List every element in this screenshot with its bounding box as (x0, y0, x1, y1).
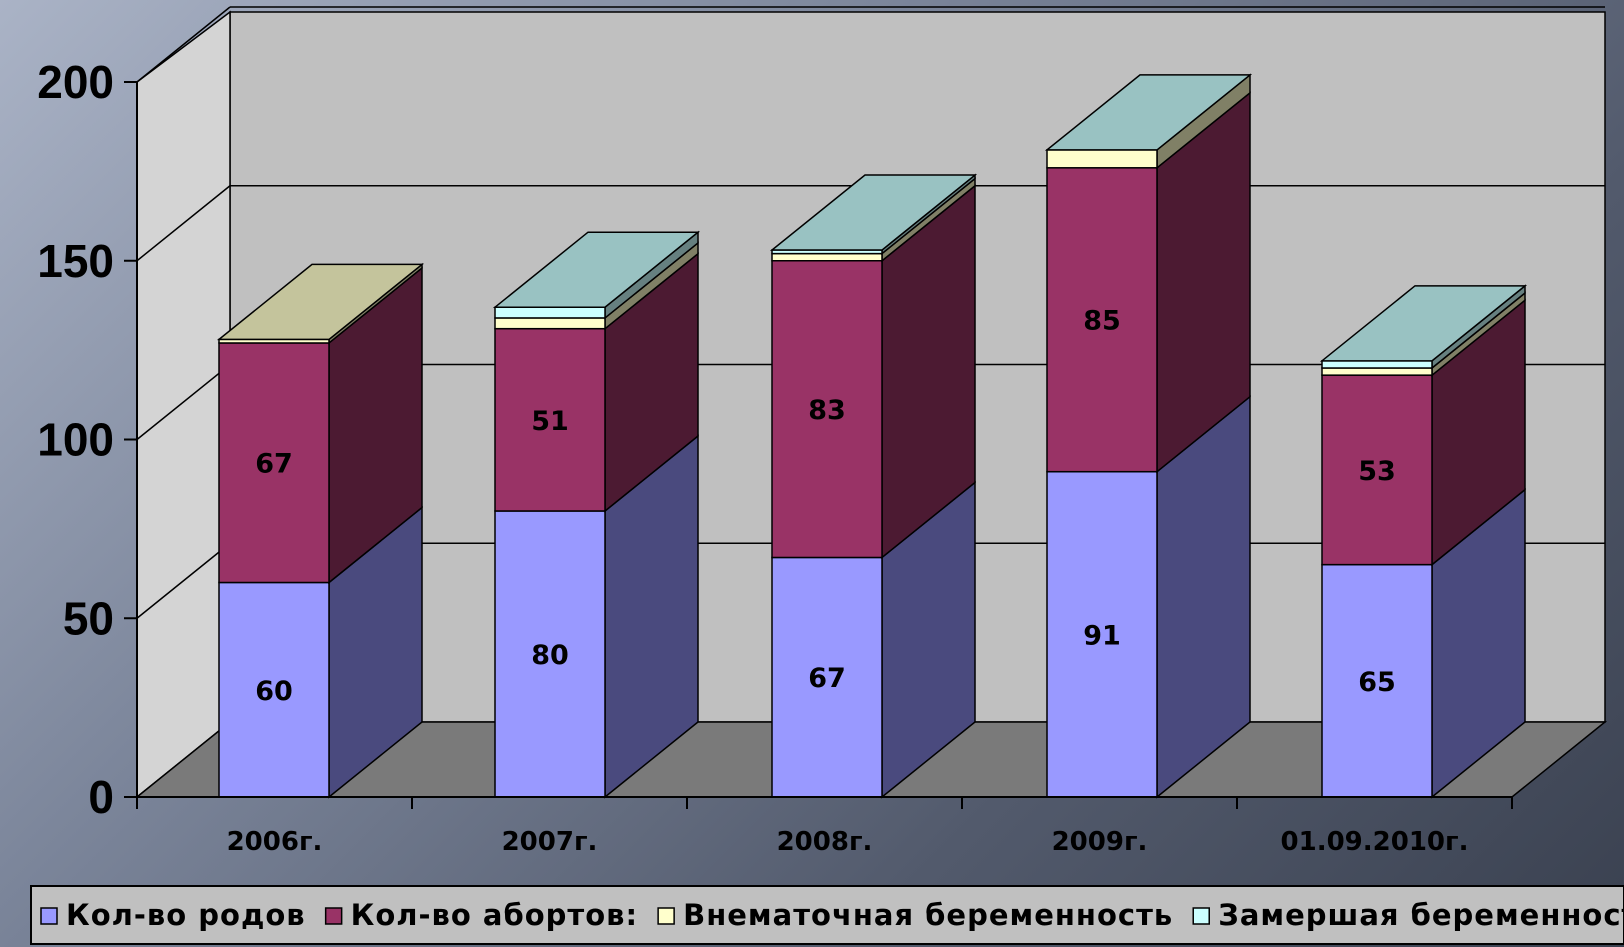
x-tick-label: 01.09.2010г. (1281, 827, 1469, 857)
x-tick-label: 2007г. (502, 827, 598, 857)
y-tick-label: 200 (37, 56, 114, 108)
y-tick-label: 50 (63, 592, 114, 644)
legend-swatch (40, 907, 58, 925)
bars: 60 67 80 51 67 83 91 85 65 53 (216, 73, 1528, 799)
bar-segment (1321, 360, 1433, 369)
data-label: 60 (255, 676, 293, 707)
y-tick-label: 150 (37, 235, 114, 287)
legend-swatch (324, 907, 343, 925)
data-label: 83 (808, 395, 846, 426)
legend-entry: Кол-во абортов: (351, 898, 638, 932)
gridline-side (136, 363, 231, 441)
bar-top-face (216, 263, 425, 341)
bar-segment (494, 510, 606, 798)
x-tick-label: 2006г. (227, 827, 323, 857)
data-label: 67 (808, 663, 846, 694)
data-label: 80 (531, 640, 569, 671)
bar-segment (494, 327, 606, 512)
bar-stack: 65 53 (1319, 284, 1528, 799)
gridline-side (136, 185, 231, 262)
x-tick-label: 2009г. (1052, 827, 1148, 857)
legend-swatch (657, 907, 675, 925)
legend: Кол-во родов Кол-во абортов: Внематочная б… (30, 885, 1624, 945)
legend-entry: Замершая беременность (1218, 898, 1624, 932)
x-tick-label: 2008г. (777, 827, 873, 857)
bar-segment (1321, 374, 1433, 566)
bar-stack: 80 51 (492, 230, 701, 799)
bar-segment (1321, 367, 1433, 376)
bar-segment (771, 252, 883, 262)
bar-top-face (1319, 285, 1528, 362)
category-axis: 2006г. 2007г. 2008г. 2009г. 01.09.2010г. (136, 796, 1513, 857)
bar-segment (1321, 563, 1433, 798)
bar-segment (1046, 470, 1158, 798)
bar-top-face (769, 174, 978, 251)
y-tick-label: 0 (88, 771, 114, 823)
gridline-side (136, 542, 231, 619)
bar-segment (1046, 167, 1158, 473)
data-label: 65 (1358, 667, 1396, 698)
value-axis: 0 50 100 150 200 (37, 56, 138, 823)
bar-segment (218, 342, 330, 584)
gridline-side (136, 6, 231, 83)
data-label: 91 (1083, 620, 1121, 651)
bar-segment (494, 317, 606, 330)
bar-stack: 60 67 (216, 262, 425, 799)
y-tick-label: 100 (37, 414, 114, 466)
legend-entry: Кол-во родов (66, 898, 306, 932)
bar-top-face (1044, 74, 1253, 151)
bar-segment (1046, 149, 1158, 169)
side-wall (136, 10, 231, 799)
legend-entry: Внематочная беременность (683, 898, 1173, 932)
legend-box (30, 885, 1624, 945)
legend-swatch (1192, 907, 1210, 925)
bar-segment (771, 260, 883, 559)
bar-segment (771, 556, 883, 798)
bar-stack: 91 85 (1044, 73, 1253, 799)
data-label: 51 (531, 406, 569, 437)
data-label: 67 (255, 449, 293, 480)
bar-stack: 67 83 (769, 173, 978, 799)
bar-top-face (492, 231, 701, 308)
data-label: 53 (1358, 456, 1396, 487)
bar-segment (494, 306, 606, 319)
data-label: 85 (1083, 306, 1121, 337)
